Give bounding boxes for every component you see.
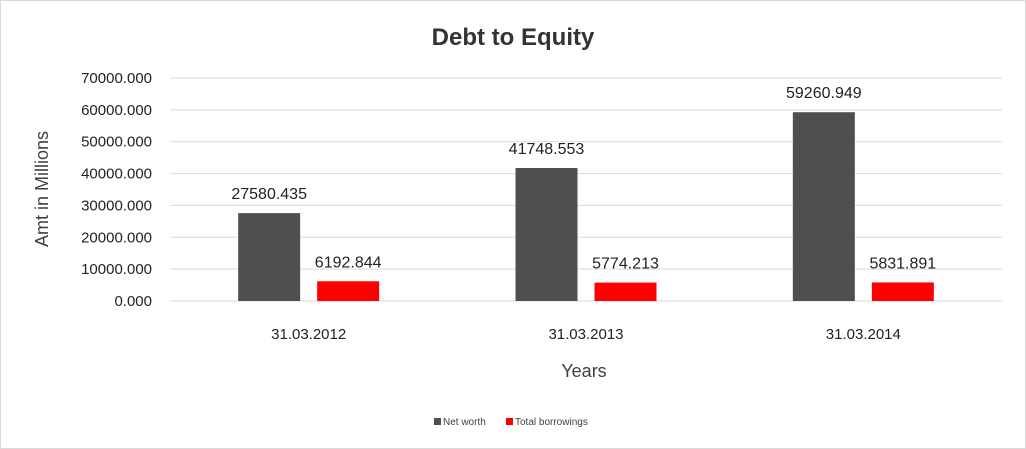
y-tick-label: 60000.000: [81, 102, 152, 119]
chart-title: Debt to Equity: [432, 24, 595, 51]
legend: Net worth Total borrowings: [434, 417, 588, 428]
legend-label: Total borrowings: [515, 417, 588, 428]
y-tick-label: 50000.000: [81, 134, 152, 151]
legend-swatch: [434, 418, 441, 425]
legend-label: Net worth: [443, 417, 486, 428]
bar: [317, 281, 380, 301]
y-axis-title: Amt in Millions: [32, 131, 52, 247]
data-label: 5831.891: [869, 255, 936, 272]
data-label: 59260.949: [786, 85, 862, 102]
x-tick-label: 31.03.2013: [548, 326, 623, 343]
y-tick-labels: 0.000 10000.000 20000.000 30000.000 40000.00…: [81, 70, 152, 310]
bars: [238, 112, 934, 301]
y-tick-label: 30000.000: [81, 197, 152, 214]
x-tick-label: 31.03.2012: [271, 326, 346, 343]
y-tick-label: 0.000: [114, 293, 152, 310]
bar: [792, 112, 855, 301]
data-label: 6192.844: [315, 254, 382, 271]
y-tick-label: 40000.000: [81, 166, 152, 183]
bar: [238, 213, 301, 301]
bar: [871, 282, 934, 301]
y-tick-label: 20000.000: [81, 229, 152, 246]
bar: [515, 168, 578, 301]
x-tick-labels: 31.03.2012 31.03.2013 31.03.2014: [271, 326, 901, 343]
x-axis-title: Years: [561, 361, 606, 381]
x-tick-label: 31.03.2014: [826, 326, 901, 343]
data-label: 5774.213: [592, 256, 659, 273]
gridlines: [170, 77, 1002, 302]
y-tick-label: 10000.000: [81, 261, 152, 278]
data-label: 41748.553: [509, 141, 585, 158]
y-tick-label: 70000.000: [81, 70, 152, 87]
legend-swatch: [506, 418, 513, 425]
bar: [594, 282, 657, 301]
data-labels: 27580.435 6192.844 41748.553 5774.213 59260.…: [231, 85, 936, 272]
data-label: 27580.435: [231, 186, 307, 203]
